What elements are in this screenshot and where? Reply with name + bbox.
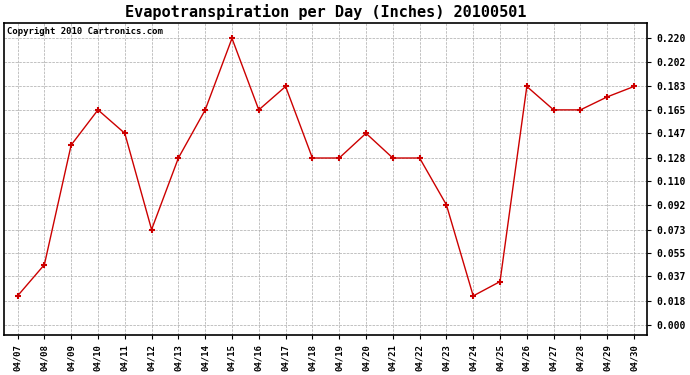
Title: Evapotranspiration per Day (Inches) 20100501: Evapotranspiration per Day (Inches) 2010… [125, 4, 526, 20]
Text: Copyright 2010 Cartronics.com: Copyright 2010 Cartronics.com [8, 27, 164, 36]
